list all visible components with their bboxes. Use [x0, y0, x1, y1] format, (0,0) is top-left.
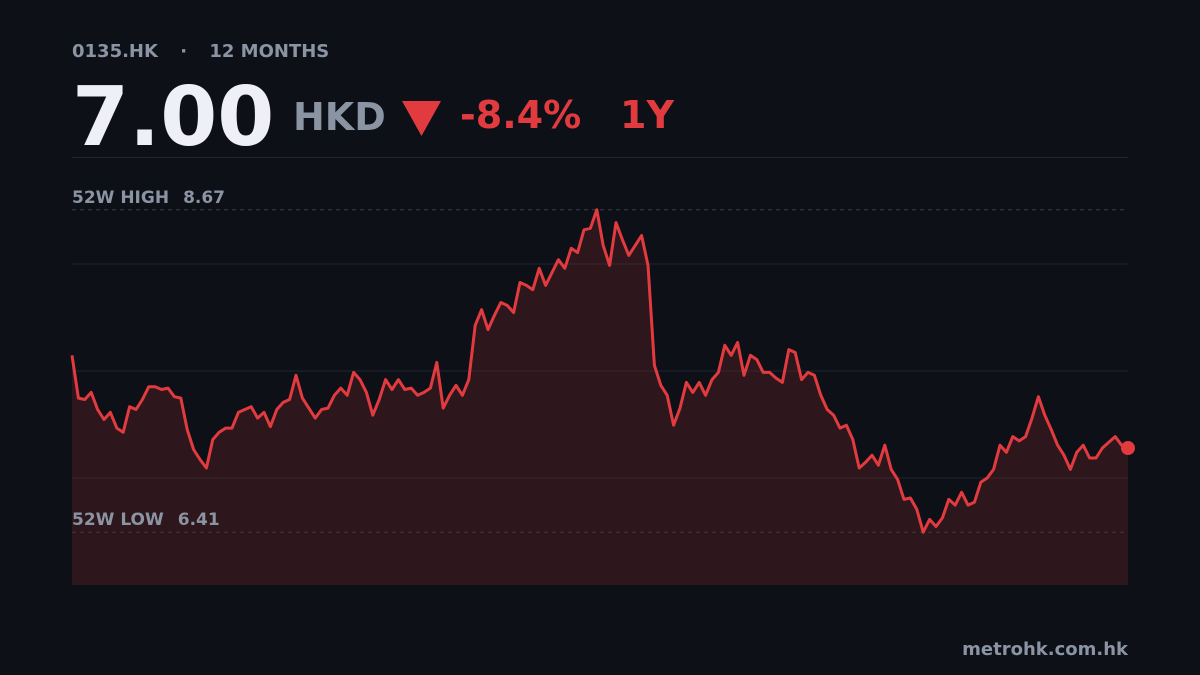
reference-label: 52W LOW 6.41	[72, 510, 220, 530]
range: 1Y	[620, 93, 674, 137]
footer: metrohk.com.hk	[962, 639, 1129, 660]
price-line	[70, 208, 1129, 534]
plot: 52W HIGH 8.67 52W LOW 6.41	[70, 188, 1135, 586]
reference-label: 52W HIGH 8.67	[72, 188, 225, 208]
price: 7.00	[72, 70, 274, 165]
currency: HKD	[293, 95, 386, 139]
ticker-line: 0135.HK · 12 MONTHS	[72, 41, 329, 62]
reference-value: 8.67	[183, 188, 225, 208]
down-arrow	[402, 101, 441, 136]
period: 12 MONTHS	[209, 41, 329, 62]
change: -8.4%	[460, 93, 581, 137]
reference-name: 52W HIGH	[72, 188, 169, 208]
ticker: 0135.HK	[72, 41, 159, 62]
last-point	[1121, 441, 1135, 456]
reference-value: 6.41	[178, 510, 220, 530]
separator: ·	[180, 41, 187, 62]
reference-name: 52W LOW	[72, 510, 164, 530]
area-fill	[72, 209, 1128, 586]
